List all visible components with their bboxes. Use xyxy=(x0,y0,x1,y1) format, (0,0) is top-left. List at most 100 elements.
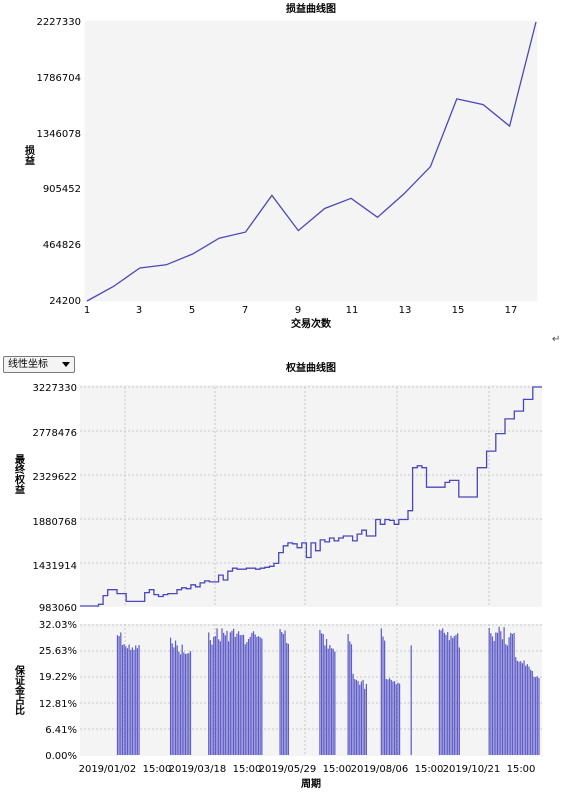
margin-bar xyxy=(136,648,138,755)
margin-bar xyxy=(214,636,216,755)
margin-bar xyxy=(279,629,281,755)
margin-bar xyxy=(392,681,394,755)
pnl-y-tick-label: 2227330 xyxy=(36,17,81,28)
margin-bar xyxy=(208,632,210,755)
margin-bar xyxy=(246,642,248,755)
equity-y-tick-label: 1431914 xyxy=(32,561,77,572)
equity-y-axis-label-line1: 最终权益 xyxy=(13,454,26,494)
margin-bar xyxy=(397,682,399,755)
margin-bar xyxy=(395,684,397,755)
margin-bar xyxy=(221,628,223,755)
margin-bar xyxy=(286,642,288,755)
margin-bar xyxy=(442,628,444,755)
margin-bar xyxy=(510,632,512,755)
margin-bar xyxy=(234,636,236,755)
margin-bar xyxy=(490,633,492,755)
scale-type-select[interactable]: 线性坐标 xyxy=(3,356,75,373)
margin-bar xyxy=(447,632,449,755)
pnl-x-tick-label: 7 xyxy=(242,305,248,316)
pnl-y-tick-label: 464826 xyxy=(43,240,81,251)
margin-bar xyxy=(241,634,243,755)
margin-bar xyxy=(453,636,455,755)
pnl-chart: 损益曲线图 2227330 1786704 1346078 905452 464… xyxy=(23,2,539,330)
margin-bar xyxy=(350,644,353,755)
margin-bar xyxy=(458,647,460,755)
margin-bar xyxy=(538,677,540,755)
margin-bar xyxy=(445,634,447,755)
margin-bar xyxy=(330,648,333,755)
margin-bar xyxy=(355,679,358,755)
pnl-y-tick-labels: 2227330 1786704 1346078 905452 464826 24… xyxy=(36,17,81,307)
margin-bar xyxy=(213,636,215,755)
margin-bar xyxy=(211,644,213,755)
pnl-x-axis-label: 交易次数 xyxy=(291,317,332,330)
margin-bar xyxy=(531,670,533,755)
pnl-x-tick-label: 3 xyxy=(136,305,142,316)
margin-bar xyxy=(506,645,509,755)
margin-bar xyxy=(511,634,514,755)
margin-bar xyxy=(503,627,505,755)
pnl-chart-title: 损益曲线图 xyxy=(286,2,336,15)
pnl-y-axis-label: 损益 xyxy=(23,144,35,165)
pnl-plot-area xyxy=(83,19,539,303)
pnl-x-tick-label: 13 xyxy=(399,305,412,316)
margin-bar xyxy=(188,653,190,755)
equity-y-tick-label: 983060 xyxy=(39,603,77,614)
margin-bar xyxy=(179,654,182,755)
margin-bar xyxy=(352,673,354,755)
margin-bar xyxy=(380,628,382,755)
pnl-x-tick-label: 9 xyxy=(295,305,301,316)
margin-bar xyxy=(189,651,192,755)
margin-bar xyxy=(171,643,173,755)
margin-bar xyxy=(327,648,329,755)
margin-bar xyxy=(169,637,172,755)
margin-bar xyxy=(493,640,495,755)
return-mark: ↵ xyxy=(552,334,561,345)
margin-bar xyxy=(498,626,500,755)
margin-y-tick-label: 25.63% xyxy=(39,646,77,657)
margin-bar xyxy=(513,632,515,755)
margin-bar xyxy=(496,632,499,755)
margin-bar xyxy=(526,664,528,755)
margin-bars xyxy=(116,626,540,755)
margin-y-tick-label: 32.03% xyxy=(39,620,77,631)
margin-bar xyxy=(455,634,457,755)
pnl-x-tick-label: 1 xyxy=(84,305,90,316)
margin-bar xyxy=(450,635,452,755)
pnl-x-tick-labels: 1 3 5 7 9 11 13 15 17 xyxy=(84,305,518,316)
pnl-y-tick-label: 1786704 xyxy=(36,73,81,84)
margin-bar xyxy=(354,679,356,755)
margin-bar xyxy=(488,627,490,755)
margin-bar xyxy=(357,681,359,755)
margin-bar xyxy=(438,629,441,755)
margin-bar xyxy=(121,645,124,755)
margin-bar xyxy=(131,647,134,755)
margin-bar xyxy=(125,646,127,755)
margin-bar xyxy=(319,629,321,755)
margin-bar xyxy=(224,635,226,755)
margin-bar xyxy=(251,632,253,755)
margin-bar xyxy=(523,660,525,755)
margin-bar xyxy=(173,647,175,755)
margin-x-tick-label: 2019/03/18 15:00 xyxy=(169,764,262,775)
scale-type-selected-value: 线性坐标 xyxy=(8,359,48,370)
margin-y-tick-label: 12.81% xyxy=(39,699,77,710)
margin-bar xyxy=(334,651,336,755)
margin-bar xyxy=(184,653,187,755)
margin-bar xyxy=(536,676,538,755)
margin-bar xyxy=(226,630,228,755)
margin-bar xyxy=(530,669,532,755)
margin-bar xyxy=(364,688,366,755)
pnl-y-tick-label: 905452 xyxy=(43,184,81,195)
margin-bar xyxy=(518,661,520,755)
margin-bar xyxy=(349,641,351,755)
margin-bar xyxy=(186,653,188,755)
margin-bar xyxy=(174,640,177,755)
margin-bar xyxy=(324,645,326,755)
margin-bar xyxy=(209,640,212,755)
margin-plot-area xyxy=(80,624,542,756)
margin-bar xyxy=(398,683,401,755)
margin-bar xyxy=(218,639,220,755)
margin-bar xyxy=(259,637,261,755)
